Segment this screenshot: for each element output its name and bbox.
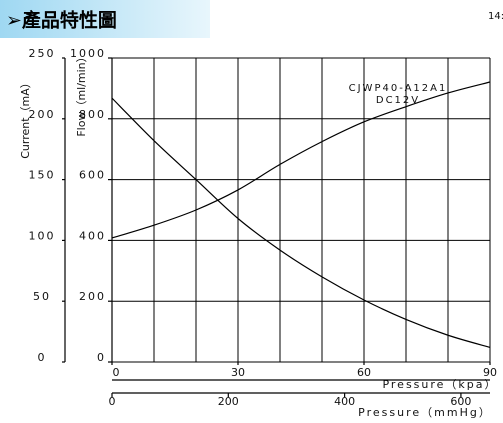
y-tick-label: 1000 (70, 47, 106, 60)
y-tick-label: 200 (79, 290, 106, 303)
annotation: CJWP40-A12A1 (349, 83, 448, 94)
y-tick-label: 600 (79, 169, 106, 182)
y-tick-label: 800 (79, 108, 106, 121)
y2-tick-label: 0 (38, 351, 47, 364)
x-tick-label: 30 (231, 366, 245, 379)
curve (111, 81, 491, 239)
header-banner (0, 0, 210, 38)
x2-tick-label: 0 (109, 395, 116, 408)
x2-tick-label: 200 (218, 395, 239, 408)
annotation: DC12V (376, 95, 420, 106)
y2-axis-title: Current（mA） (19, 77, 32, 159)
y2-tick-label: 200 (29, 108, 56, 121)
y2-tick-label: 100 (29, 229, 56, 242)
x-tick-label: 90 (483, 366, 497, 379)
x-axis-title: Pressure（kpa） (382, 378, 497, 391)
y2-tick-label: 50 (33, 290, 51, 303)
y2-tick-label: 150 (29, 169, 56, 182)
header-corner: 14: (488, 11, 503, 22)
x2-axis-title: Pressure（mmHg） (358, 406, 492, 419)
x2-tick-label: 400 (334, 395, 355, 408)
x-tick-label: 60 (357, 366, 371, 379)
x-tick-label: 0 (113, 366, 120, 379)
header-title: ➢產品特性圖 (6, 9, 117, 32)
y-tick-label: 0 (97, 351, 106, 364)
y-tick-label: 400 (79, 229, 106, 242)
y-axis-title: Flow（ml/min） (75, 51, 88, 136)
y2-tick-label: 250 (29, 47, 56, 60)
curve (111, 97, 491, 348)
x2-tick-label: 600 (450, 395, 471, 408)
